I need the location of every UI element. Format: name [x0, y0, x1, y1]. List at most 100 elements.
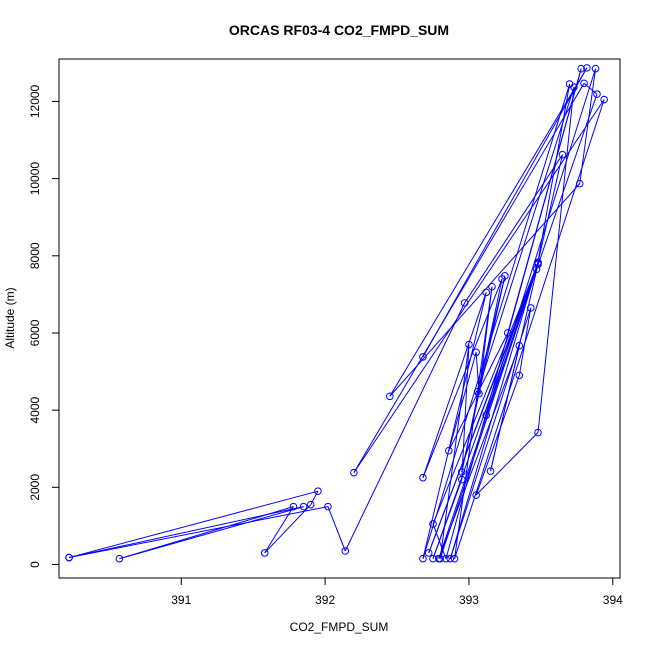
data-point	[299, 502, 308, 511]
data-point	[504, 329, 512, 337]
series-segment	[68, 490, 319, 559]
series-segment	[389, 67, 588, 397]
data-point	[570, 83, 578, 91]
series-segment	[448, 332, 509, 451]
series-segment	[389, 183, 581, 397]
series-segment	[119, 506, 294, 560]
data-point	[115, 554, 124, 563]
data-point	[600, 95, 608, 104]
data-point	[475, 389, 483, 398]
y-tick-label: 2000	[28, 474, 42, 501]
data-point	[473, 387, 482, 396]
data-point	[419, 554, 427, 563]
series-segment	[477, 275, 506, 392]
series-segment	[477, 87, 575, 392]
series-segment	[537, 87, 575, 433]
x-tick-label: 392	[315, 593, 335, 607]
data-point	[306, 500, 315, 509]
series-segment	[464, 154, 563, 304]
data-point	[527, 304, 535, 312]
data-point	[472, 348, 480, 357]
series-segment	[439, 344, 470, 559]
data-point	[450, 554, 459, 563]
data-point	[515, 341, 524, 350]
data-point	[442, 554, 450, 563]
data-point	[460, 299, 469, 307]
series-segment	[432, 523, 447, 559]
data-point	[593, 90, 601, 98]
y-axis-label: Altitude (m)	[3, 287, 17, 348]
series-segment	[439, 269, 538, 559]
series-segment	[485, 68, 597, 416]
series-segment	[432, 479, 463, 559]
data-point	[457, 475, 466, 484]
data-point	[386, 392, 394, 401]
chart-title: ORCAS RF03-4 CO2_FMPD_SUM	[229, 22, 449, 38]
data-point	[501, 272, 509, 280]
data-point	[591, 64, 600, 73]
series-segment	[579, 68, 597, 184]
series-segment	[461, 344, 470, 480]
series-lines	[68, 67, 605, 560]
plot-area	[58, 58, 621, 579]
series-segment	[422, 83, 571, 559]
y-tick-label: 6000	[28, 319, 42, 346]
data-point	[445, 446, 453, 455]
y-tick-label: 10000	[28, 162, 42, 196]
data-point	[429, 554, 437, 563]
series-segment	[310, 490, 319, 505]
series-segment	[449, 262, 539, 559]
data-point	[488, 282, 496, 291]
series-segment	[422, 67, 588, 358]
data-point	[341, 547, 350, 555]
data-point	[465, 340, 473, 349]
x-axis: 391 392 393 394	[171, 578, 623, 607]
data-point	[260, 549, 269, 557]
data-point	[577, 64, 585, 73]
data-point	[289, 502, 298, 511]
series-segment	[475, 432, 539, 496]
data-point	[534, 259, 542, 267]
data-point	[482, 411, 491, 419]
series-segment	[485, 93, 598, 416]
data-point	[583, 64, 591, 72]
y-tick-label: 8000	[28, 242, 42, 269]
x-tick-label: 393	[459, 593, 479, 607]
series-segment	[353, 83, 585, 473]
y-axis: 0 2000 4000 6000 8000 10000 12000	[28, 84, 59, 568]
series-segment	[353, 99, 605, 473]
series-segment	[490, 345, 520, 472]
y-tick-label: 4000	[28, 396, 42, 423]
data-point	[419, 353, 427, 361]
data-point	[575, 179, 584, 188]
y-tick-label: 12000	[28, 84, 42, 118]
series-segment	[344, 302, 466, 552]
series-segment	[507, 68, 582, 334]
data-point	[486, 467, 495, 475]
series-segment	[327, 506, 346, 552]
data-point	[534, 428, 542, 437]
data-point	[446, 554, 455, 563]
series-segment	[264, 504, 312, 554]
data-point	[436, 554, 444, 563]
data-point	[324, 502, 332, 511]
data-point	[457, 468, 466, 476]
y-tick-label: 0	[28, 561, 42, 568]
series-points	[65, 64, 608, 563]
x-tick-label: 394	[603, 593, 623, 607]
data-point	[472, 491, 480, 499]
series-segment	[537, 154, 563, 263]
data-point	[419, 473, 427, 482]
data-point	[558, 150, 567, 159]
series-segment	[583, 82, 598, 95]
series-segment	[475, 375, 520, 496]
x-tick-label: 391	[171, 593, 191, 607]
series-segment	[454, 99, 605, 559]
data-point	[424, 549, 433, 557]
series-segment	[449, 307, 532, 559]
series-segment	[422, 292, 487, 559]
series-segment	[68, 506, 329, 559]
data-point	[482, 288, 491, 297]
x-axis-label: CO2_FMPD_SUM	[290, 620, 389, 634]
